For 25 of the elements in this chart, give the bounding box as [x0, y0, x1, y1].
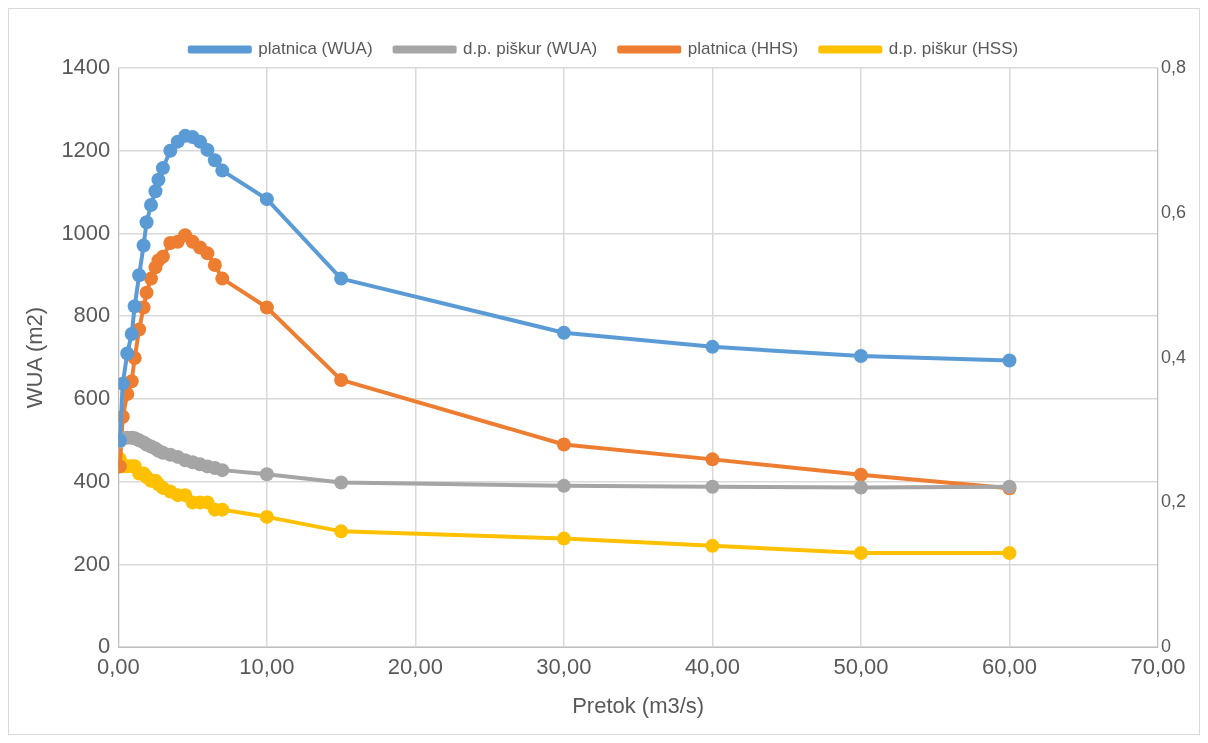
x-tick-label: 70,00 [1130, 654, 1186, 680]
y-tick-label: 1400 [61, 54, 111, 80]
legend-label: platnica (HHS) [687, 39, 799, 59]
legend-label: d.p. piškur (HSS) [888, 39, 1019, 59]
y-axis-title: WUA (m2) [22, 306, 48, 409]
y-tick-label: 800 [73, 302, 111, 328]
x-tick-label: 50,00 [833, 654, 889, 680]
y2-tick-label: 0,6 [1160, 201, 1187, 222]
x-tick-label: 60,00 [981, 654, 1037, 680]
y-tick-label: 600 [73, 385, 111, 411]
x-tick-label: 30,00 [536, 654, 592, 680]
y-tick-label: 1000 [61, 219, 111, 245]
y2-tick-label: 0 [1160, 636, 1171, 657]
y2-tick-label: 0,8 [1160, 56, 1187, 77]
y-tick-label: 200 [73, 550, 111, 576]
legend-label: platnica (WUA) [258, 39, 373, 59]
legend-label: d.p. piškur (WUA) [463, 39, 598, 59]
y-tick-label: 1200 [61, 136, 111, 162]
x-tick-label: 20,00 [387, 654, 443, 680]
x-axis-title: Pretok (m3/s) [572, 692, 705, 718]
y2-tick-label: 0,4 [1160, 346, 1187, 367]
x-tick-label: 10,00 [239, 654, 295, 680]
y2-tick-label: 0,2 [1160, 491, 1187, 512]
x-tick-label: 40,00 [684, 654, 740, 680]
y-tick-label: 400 [73, 467, 111, 493]
